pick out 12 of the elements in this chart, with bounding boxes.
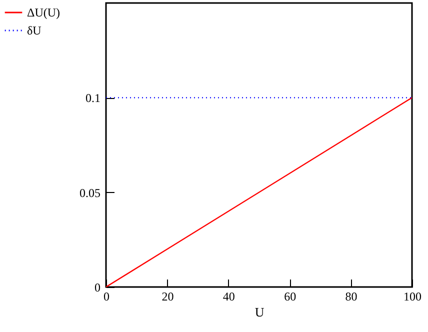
x-tick-label: 80 [345,290,358,304]
y-tick-label: 0 [94,280,100,294]
legend-label: δU [27,24,42,38]
x-tick-label: 60 [284,290,296,304]
x-tick-label: 40 [222,290,235,304]
x-axis-title: U [254,304,265,320]
y-tick-label: 0.1 [86,91,100,106]
x-tick-label: 20 [162,290,174,304]
legend-label: ΔU(U) [27,6,60,20]
x-tick-label: 0 [104,290,110,304]
x-tick-label: 100 [404,290,422,304]
y-tick-label: 0.05 [80,186,100,200]
